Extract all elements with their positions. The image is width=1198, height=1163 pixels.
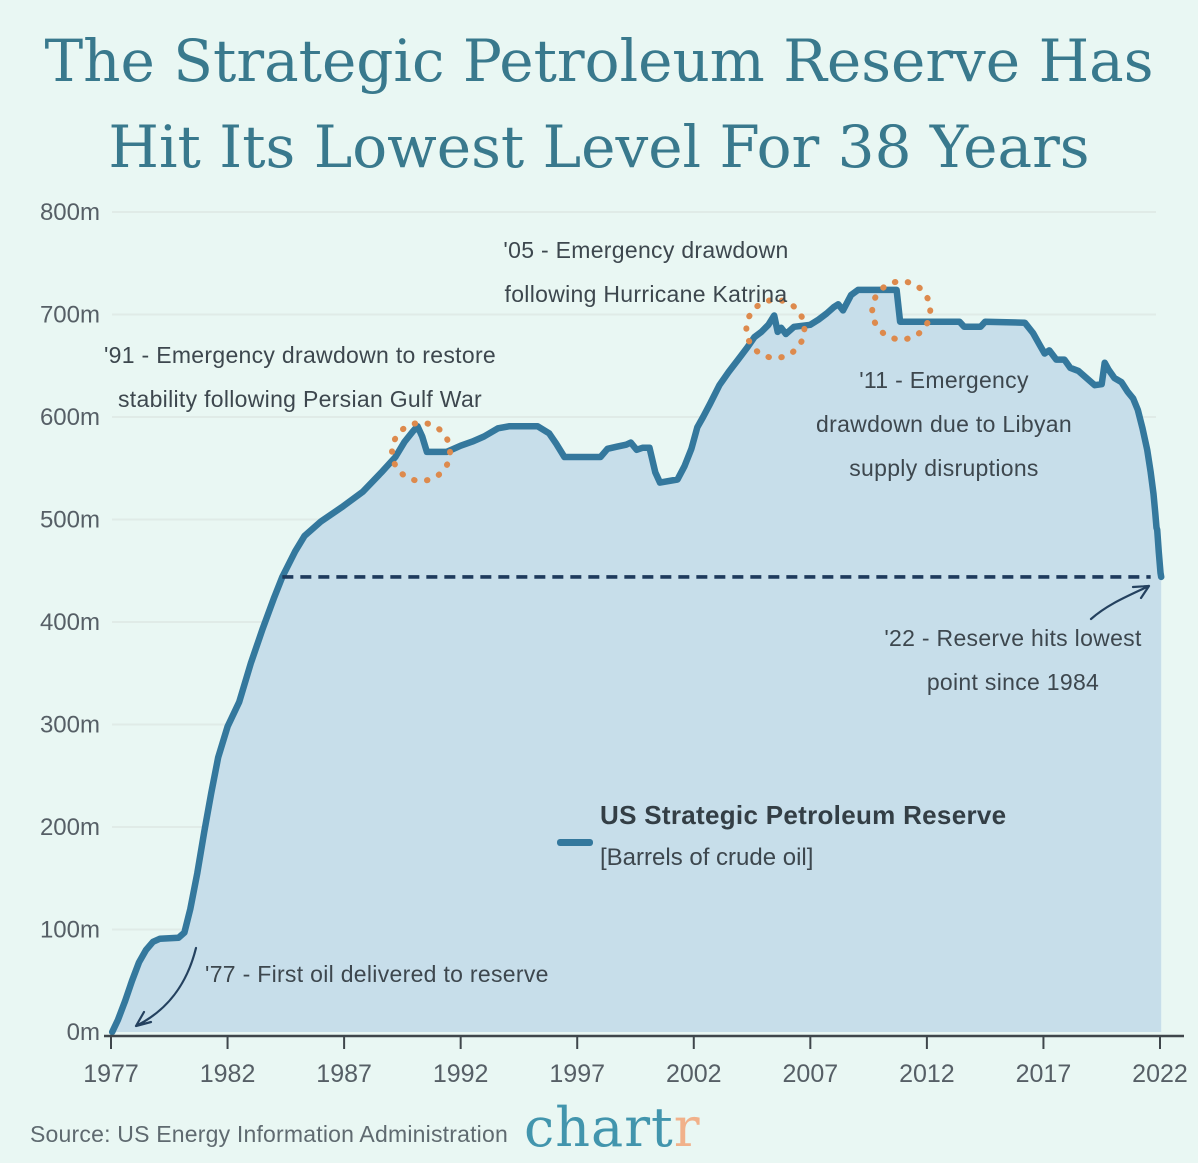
annotation-gulf-war: '91 - Emergency drawdown to restore stab… [90,333,510,421]
legend-swatch-icon [557,839,593,846]
annotation-line: '11 - Emergency [859,367,1029,393]
logo-text-main: chart [524,1096,674,1159]
annotation-line: '22 - Reserve hits lowest [884,625,1142,651]
y-tick-label: 400m [40,609,100,636]
y-tick-label: 300m [40,712,100,739]
y-tick-label: 200m [40,814,100,841]
highlight-circle-icon [869,278,934,343]
highlight-circle-icon [743,296,808,361]
annotation-line: '05 - Emergency drawdown [503,237,789,263]
title-line-1: The Strategic Petroleum Reserve Has [44,27,1154,95]
y-tick-label: 100m [40,917,100,944]
annotation-arrows [134,584,1151,1028]
y-tick-label: 0m [67,1019,100,1046]
annotation-line: point since 1984 [926,669,1100,695]
y-tick-label: 700m [40,302,100,329]
series-line [108,286,1165,1036]
annotation-first-oil: '77 - First oil delivered to reserve [205,952,549,996]
source-text: Source: US Energy Information Administra… [30,1121,508,1147]
x-tick-label: 2002 [666,1060,722,1088]
annotation-line: '77 - First oil delivered to reserve [205,961,549,987]
area-fill [112,289,1162,1032]
x-tick-label: 1992 [433,1060,489,1088]
annotation-libya: '11 - Emergency drawdown due to Libyan s… [794,358,1094,490]
chartr-logo: chartr [524,1096,701,1159]
annotation-line: following Hurricane Katrina [504,281,788,307]
series-layer [108,286,1165,1036]
arrow-to-origin-icon [134,946,198,1028]
annotation-line: drawdown due to Libyan [816,411,1072,437]
annotation-katrina: '05 - Emergency drawdown following Hurri… [446,228,846,316]
y-tick-label: 600m [40,404,100,431]
arrow-to-2022-low-icon [1089,584,1151,621]
legend-subtitle: [Barrels of crude oil] [600,844,814,871]
title-line-2: Hit Its Lowest Level For 38 Years [108,113,1090,181]
annotation-line: '91 - Emergency drawdown to restore [103,342,496,368]
annotation-line: stability following Persian Gulf War [117,386,483,412]
x-tick-label: 2022 [1132,1060,1188,1088]
x-tick-label: 2007 [783,1060,839,1088]
x-tick-label: 1977 [83,1060,139,1088]
x-tick-label: 2012 [899,1060,955,1088]
highlight-circles-layer [389,278,934,484]
y-tick-label: 800m [40,199,100,226]
x-tick-label: 1987 [316,1060,372,1088]
annotation-line: supply disruptions [849,455,1039,481]
x-tick-label: 1997 [549,1060,605,1088]
x-tick-label: 2017 [1016,1060,1072,1088]
logo-text-accent: r [673,1096,701,1159]
legend-title: US Strategic Petroleum Reserve [600,800,1007,830]
axis-layer: 1977 1982 1987 1992 1997 2002 2007 2012 2017 2022… [40,199,1188,1088]
page-title: The Strategic Petroleum Reserve Has Hit … [0,18,1198,190]
annotation-2022-low: '22 - Reserve hits lowest point since 19… [863,616,1163,704]
y-tick-label: 500m [40,507,100,534]
x-tick-label: 1982 [200,1060,256,1088]
highlight-circle-icon [389,419,454,484]
